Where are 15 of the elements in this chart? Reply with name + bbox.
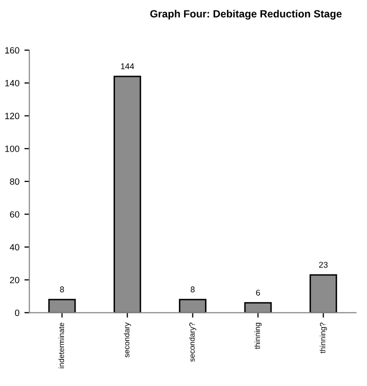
data-label: 8 — [60, 286, 64, 292]
y-tick-label: 0 — [14, 310, 20, 316]
y-tick-label: 100 — [5, 146, 20, 152]
y-tick-label: 120 — [5, 112, 20, 120]
y-tick-label: 20 — [10, 276, 20, 284]
y-tick-label: 140 — [5, 80, 20, 86]
chart-title: Graph Four: Debitage Reduction Stage — [150, 10, 342, 20]
y-tick-label: 80 — [10, 178, 20, 185]
data-label: 6 — [256, 290, 260, 296]
y-tick-label: 60 — [10, 211, 20, 218]
data-label: 8 — [190, 286, 195, 292]
data-label: 23 — [319, 262, 328, 268]
y-tick-label: 160 — [5, 47, 20, 54]
y-tick-label: 40 — [10, 244, 20, 250]
data-label: 144 — [121, 63, 134, 70]
